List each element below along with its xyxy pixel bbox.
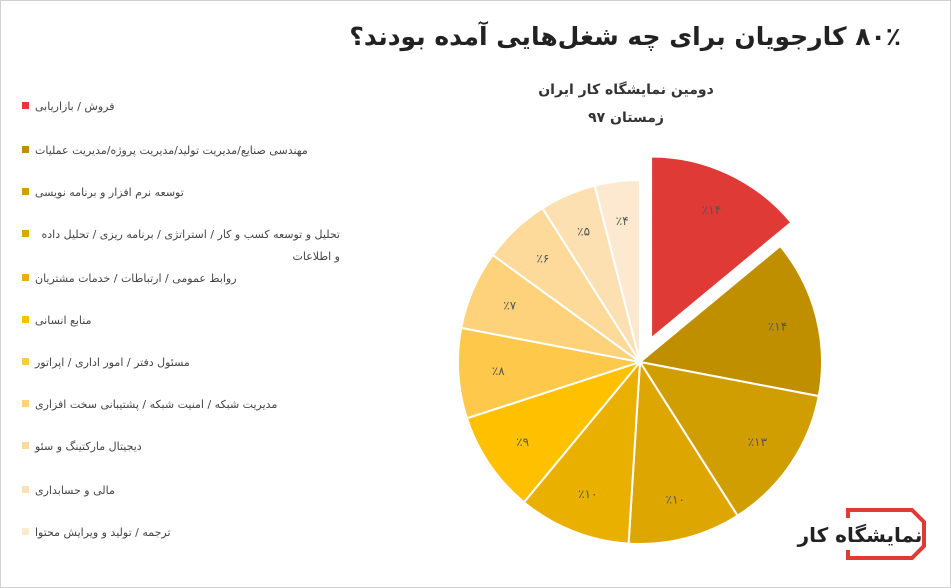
legend-swatch [22, 188, 29, 195]
pie-slice [522, 358, 642, 545]
legend-item: منابع انسانی [22, 310, 342, 350]
legend-swatch [22, 102, 29, 109]
data-label: ٪۱۳ [748, 435, 768, 449]
data-label: ٪۹ [516, 435, 529, 449]
legend-swatch [22, 442, 29, 449]
legend-label: مالی و حسابداری [35, 484, 115, 497]
legend-swatch [22, 230, 29, 237]
legend-label: فروش / بازاریابی [35, 100, 115, 113]
pie-slice [593, 178, 641, 363]
legend-label: ترجمه / تولید و ویرایش محتوا [35, 526, 171, 539]
data-label: ٪۵ [577, 225, 590, 239]
data-label: ٪۱۴ [768, 320, 787, 334]
legend-label: مدیریت شبکه / امنیت شبکه / پشتیبانی سخت … [35, 398, 278, 411]
pie-slice [627, 358, 739, 545]
pie-slice [650, 155, 793, 341]
legend-label: منابع انسانی [35, 314, 92, 327]
legend-label: روابط عمومی / ارتباطات / خدمات مشتریان [35, 272, 237, 285]
legend-swatch [22, 400, 29, 407]
legend-item: توسعه نرم افزار و برنامه نویسی [22, 182, 342, 222]
legend-label: تحلیل و توسعه کسب و کار / استراتژی / برن… [41, 228, 340, 263]
legend-item: مسئول دفتر / امور اداری / اپراتور [22, 352, 342, 392]
data-label: ٪۱۰ [578, 487, 597, 501]
legend-swatch [22, 486, 29, 493]
pie-slice [637, 360, 820, 518]
legend-item: تحلیل و توسعه کسب و کار / استراتژی / برن… [22, 224, 342, 264]
logo-frame [846, 508, 926, 560]
pie-slice [637, 244, 823, 398]
legend-item: فروش / بازاریابی [22, 96, 342, 136]
data-label: ٪۱۴ [702, 203, 721, 217]
legend-swatch [22, 146, 29, 153]
data-label: ٪۴ [616, 214, 629, 228]
chart-subtitle: دومین نمایشگاه کار ایران [538, 82, 714, 98]
legend-item: مالی و حسابداری [22, 480, 342, 520]
legend-swatch [22, 316, 29, 323]
logo: نمایشگاه کار [797, 523, 923, 547]
legend-swatch [22, 528, 29, 535]
data-label: ٪۷ [503, 299, 516, 313]
legend-label: مسئول دفتر / امور اداری / اپراتور [35, 356, 190, 369]
legend-swatch [22, 358, 29, 365]
chart-subtitle: زمستان ۹۷ [588, 110, 664, 126]
data-label: ٪۶ [536, 252, 549, 266]
legend-swatch [22, 274, 29, 281]
data-label: ٪۸ [492, 364, 505, 378]
chart-title: ۸۰٪ کارجویان برای چه شغل‌هایی آمده بودند… [349, 22, 901, 51]
pie-slice [457, 326, 641, 420]
legend-item: مدیریت شبکه / امنیت شبکه / پشتیبانی سخت … [22, 394, 342, 434]
legend-item: ترجمه / تولید و ویرایش محتوا [22, 522, 342, 562]
legend-label: مهندسی صنایع/مدیریت تولید/مدیریت پروژه/م… [35, 144, 308, 157]
legend-label: توسعه نرم افزار و برنامه نویسی [35, 186, 184, 199]
legend-item: روابط عمومی / ارتباطات / خدمات مشتریان [22, 268, 342, 308]
pie-slice [465, 359, 643, 504]
legend-item: مهندسی صنایع/مدیریت تولید/مدیریت پروژه/م… [22, 140, 342, 180]
legend-label: دیجیتال مارکتینگ و سئو [35, 440, 142, 453]
legend-item: دیجیتال مارکتینگ و سئو [22, 436, 342, 476]
data-label: ٪۱۰ [666, 493, 685, 507]
